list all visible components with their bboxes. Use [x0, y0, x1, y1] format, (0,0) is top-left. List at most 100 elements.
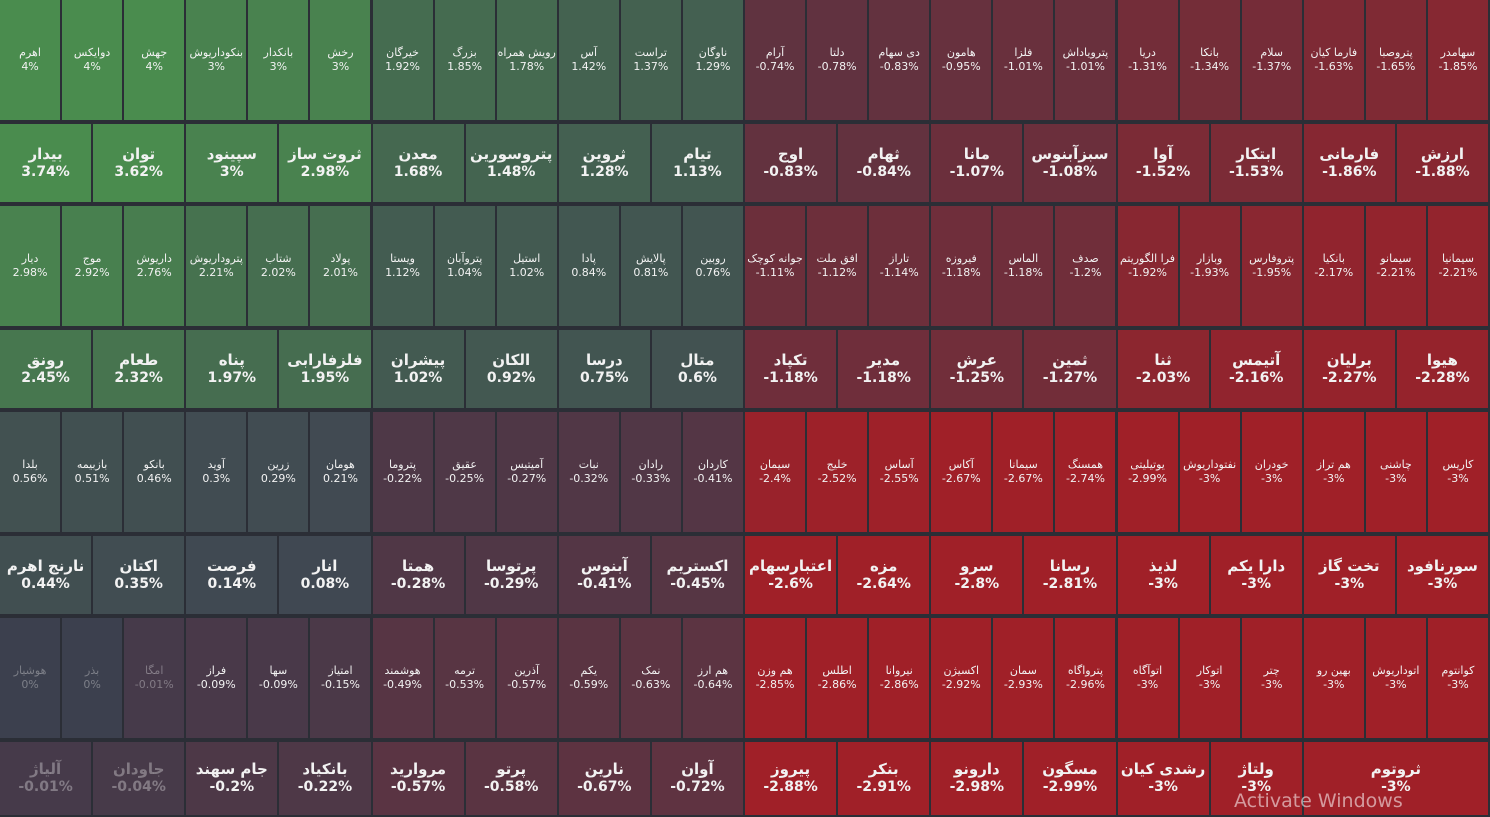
stock-change: 1.85%	[447, 60, 483, 73]
stock-name: بنکر	[868, 760, 899, 779]
stock-name: پتروسورین	[470, 144, 553, 163]
stock-change: -2.8%	[954, 575, 1000, 592]
stock-name: آوا	[1153, 144, 1173, 163]
stock-name: مدیر	[867, 350, 901, 369]
stock-change: -1.34%	[1190, 60, 1230, 73]
stock-change: -2.93%	[1003, 678, 1043, 691]
stock-tile: هم ارز -0.64%	[682, 618, 743, 738]
stock-change: -1.07%	[949, 163, 1004, 180]
stock-change: -3%	[1334, 575, 1365, 592]
stock-change: -1.18%	[941, 266, 981, 279]
stock-tile: بانکا -1.34%	[1179, 0, 1240, 120]
stock-tile: سورنافود -3%	[1396, 536, 1488, 614]
stock-change: 1.28%	[580, 163, 629, 180]
stock-tile: پادا 0.84%	[558, 206, 619, 326]
stock-change: 1.02%	[509, 266, 545, 279]
stock-tile: امتیاز -0.15%	[310, 618, 371, 738]
stock-tile: اتوکار -3%	[1179, 618, 1240, 738]
stock-change: 0.46%	[136, 472, 172, 485]
stock-tile: نارنج اهرم 0.44%	[0, 536, 92, 614]
stock-change: -3%	[1260, 678, 1283, 691]
stock-tile: آلیاژ -0.01%	[0, 742, 92, 815]
stock-tile: نیروانا -2.86%	[869, 618, 930, 738]
stock-change: 2.76%	[136, 266, 172, 279]
stock-name: تاراز	[889, 252, 910, 266]
stock-change: -1.52%	[1135, 163, 1191, 180]
stock-change: -1.14%	[879, 266, 919, 279]
stock-tile: آس 1.42%	[558, 0, 619, 120]
stock-tile: رسانا -2.81%	[1024, 536, 1116, 614]
stock-name: تکپاد	[773, 350, 808, 369]
stock-name: سپینود	[206, 144, 257, 163]
stock-name: صدف	[1072, 252, 1099, 266]
stock-tile: مروارید -0.57%	[372, 742, 464, 815]
stock-tile: پتروسورین 1.48%	[465, 124, 557, 202]
stock-tile: پرتو -0.58%	[465, 742, 557, 815]
stock-name: آساس	[884, 458, 914, 472]
stock-tile: فیروزه -1.18%	[931, 206, 992, 326]
stock-name: شتاب	[265, 252, 292, 266]
stock-tile: ثروتوم -3%	[1303, 742, 1488, 815]
stock-name: هم وزن	[757, 664, 793, 678]
stock-change: -0.01%	[134, 678, 174, 691]
stock-tile: آبنوس -0.41%	[558, 536, 650, 614]
stock-change: 2.02%	[260, 266, 296, 279]
stock-change: -1.95%	[1252, 266, 1292, 279]
stock-change: -0.84%	[856, 163, 911, 180]
stock-name: برلیان	[1326, 350, 1372, 369]
stock-change: 0.76%	[695, 266, 731, 279]
stock-change: -2.55%	[879, 472, 919, 485]
stock-tile: سیمانیا -2.21%	[1427, 206, 1488, 326]
stock-name: اوج	[777, 144, 804, 163]
stock-name: پترواگاه	[1067, 664, 1104, 678]
stock-change: -2.28%	[1415, 369, 1470, 386]
stock-name: همسنگ	[1067, 458, 1104, 472]
stock-change: -2.99%	[1128, 472, 1167, 485]
stock-tile: خلیج -2.52%	[807, 412, 868, 532]
stock-change: -1.2%	[1069, 266, 1102, 279]
stock-change: 1.37%	[633, 60, 669, 73]
stock-change: -3%	[1198, 678, 1221, 691]
stock-tile: آمیتیس -0.27%	[496, 412, 557, 532]
stock-tile: نارین -0.67%	[558, 742, 650, 815]
stock-tile: شتاب 2.02%	[248, 206, 309, 326]
stock-change: 0.21%	[322, 472, 358, 485]
stock-name: پناه	[218, 350, 245, 369]
stock-change: -0.27%	[507, 472, 547, 485]
stock-name: اتوآگاه	[1132, 664, 1163, 678]
stock-change: -0.72%	[670, 779, 725, 796]
stock-tile: فرا الگوریتم -1.92%	[1117, 206, 1178, 326]
stock-name: جهش	[141, 46, 168, 60]
stock-name: هوشمند	[384, 664, 421, 678]
stock-tile: ناوگان 1.29%	[682, 0, 743, 120]
stock-name: دوایکس	[73, 46, 111, 60]
stock-tile: هوشمند -0.49%	[372, 618, 433, 738]
stock-change: -1.31%	[1128, 60, 1167, 73]
stock-name: بزرگ	[452, 46, 477, 60]
stock-name: امتیاز	[328, 664, 353, 678]
stock-name: بانکا	[1200, 46, 1220, 60]
stock-tile: داریوش 2.76%	[124, 206, 185, 326]
stock-change: 2.21%	[198, 266, 234, 279]
stock-change: -0.09%	[258, 678, 298, 691]
stock-change: -1.27%	[1042, 369, 1098, 386]
stock-tile: آرام -0.74%	[745, 0, 806, 120]
stock-change: -2.67%	[941, 472, 981, 485]
stock-name: پتروداریوش	[189, 252, 243, 266]
stock-tile: جهش 4%	[124, 0, 185, 120]
stock-name: جاودان	[112, 760, 165, 779]
stock-tile: پترواگاه -2.96%	[1055, 618, 1116, 738]
stock-change: -0.22%	[297, 779, 353, 796]
stock-tile: دیار 2.98%	[0, 206, 61, 326]
stock-tile: ثروت ساز 2.98%	[279, 124, 371, 202]
stock-tile: انار 0.08%	[279, 536, 371, 614]
stock-change: -2.4%	[759, 472, 791, 485]
stock-name: پالایش	[635, 252, 666, 266]
stock-name: دی سهام	[878, 46, 920, 60]
stock-name: فرصت	[207, 556, 257, 575]
stock-name: امگا	[145, 664, 164, 678]
stock-name: فرا الگوریتم	[1120, 252, 1176, 266]
stock-name: سهامدر	[1440, 46, 1476, 60]
stock-tile: فراز -0.09%	[186, 618, 247, 738]
stock-change: 1.48%	[486, 163, 536, 180]
